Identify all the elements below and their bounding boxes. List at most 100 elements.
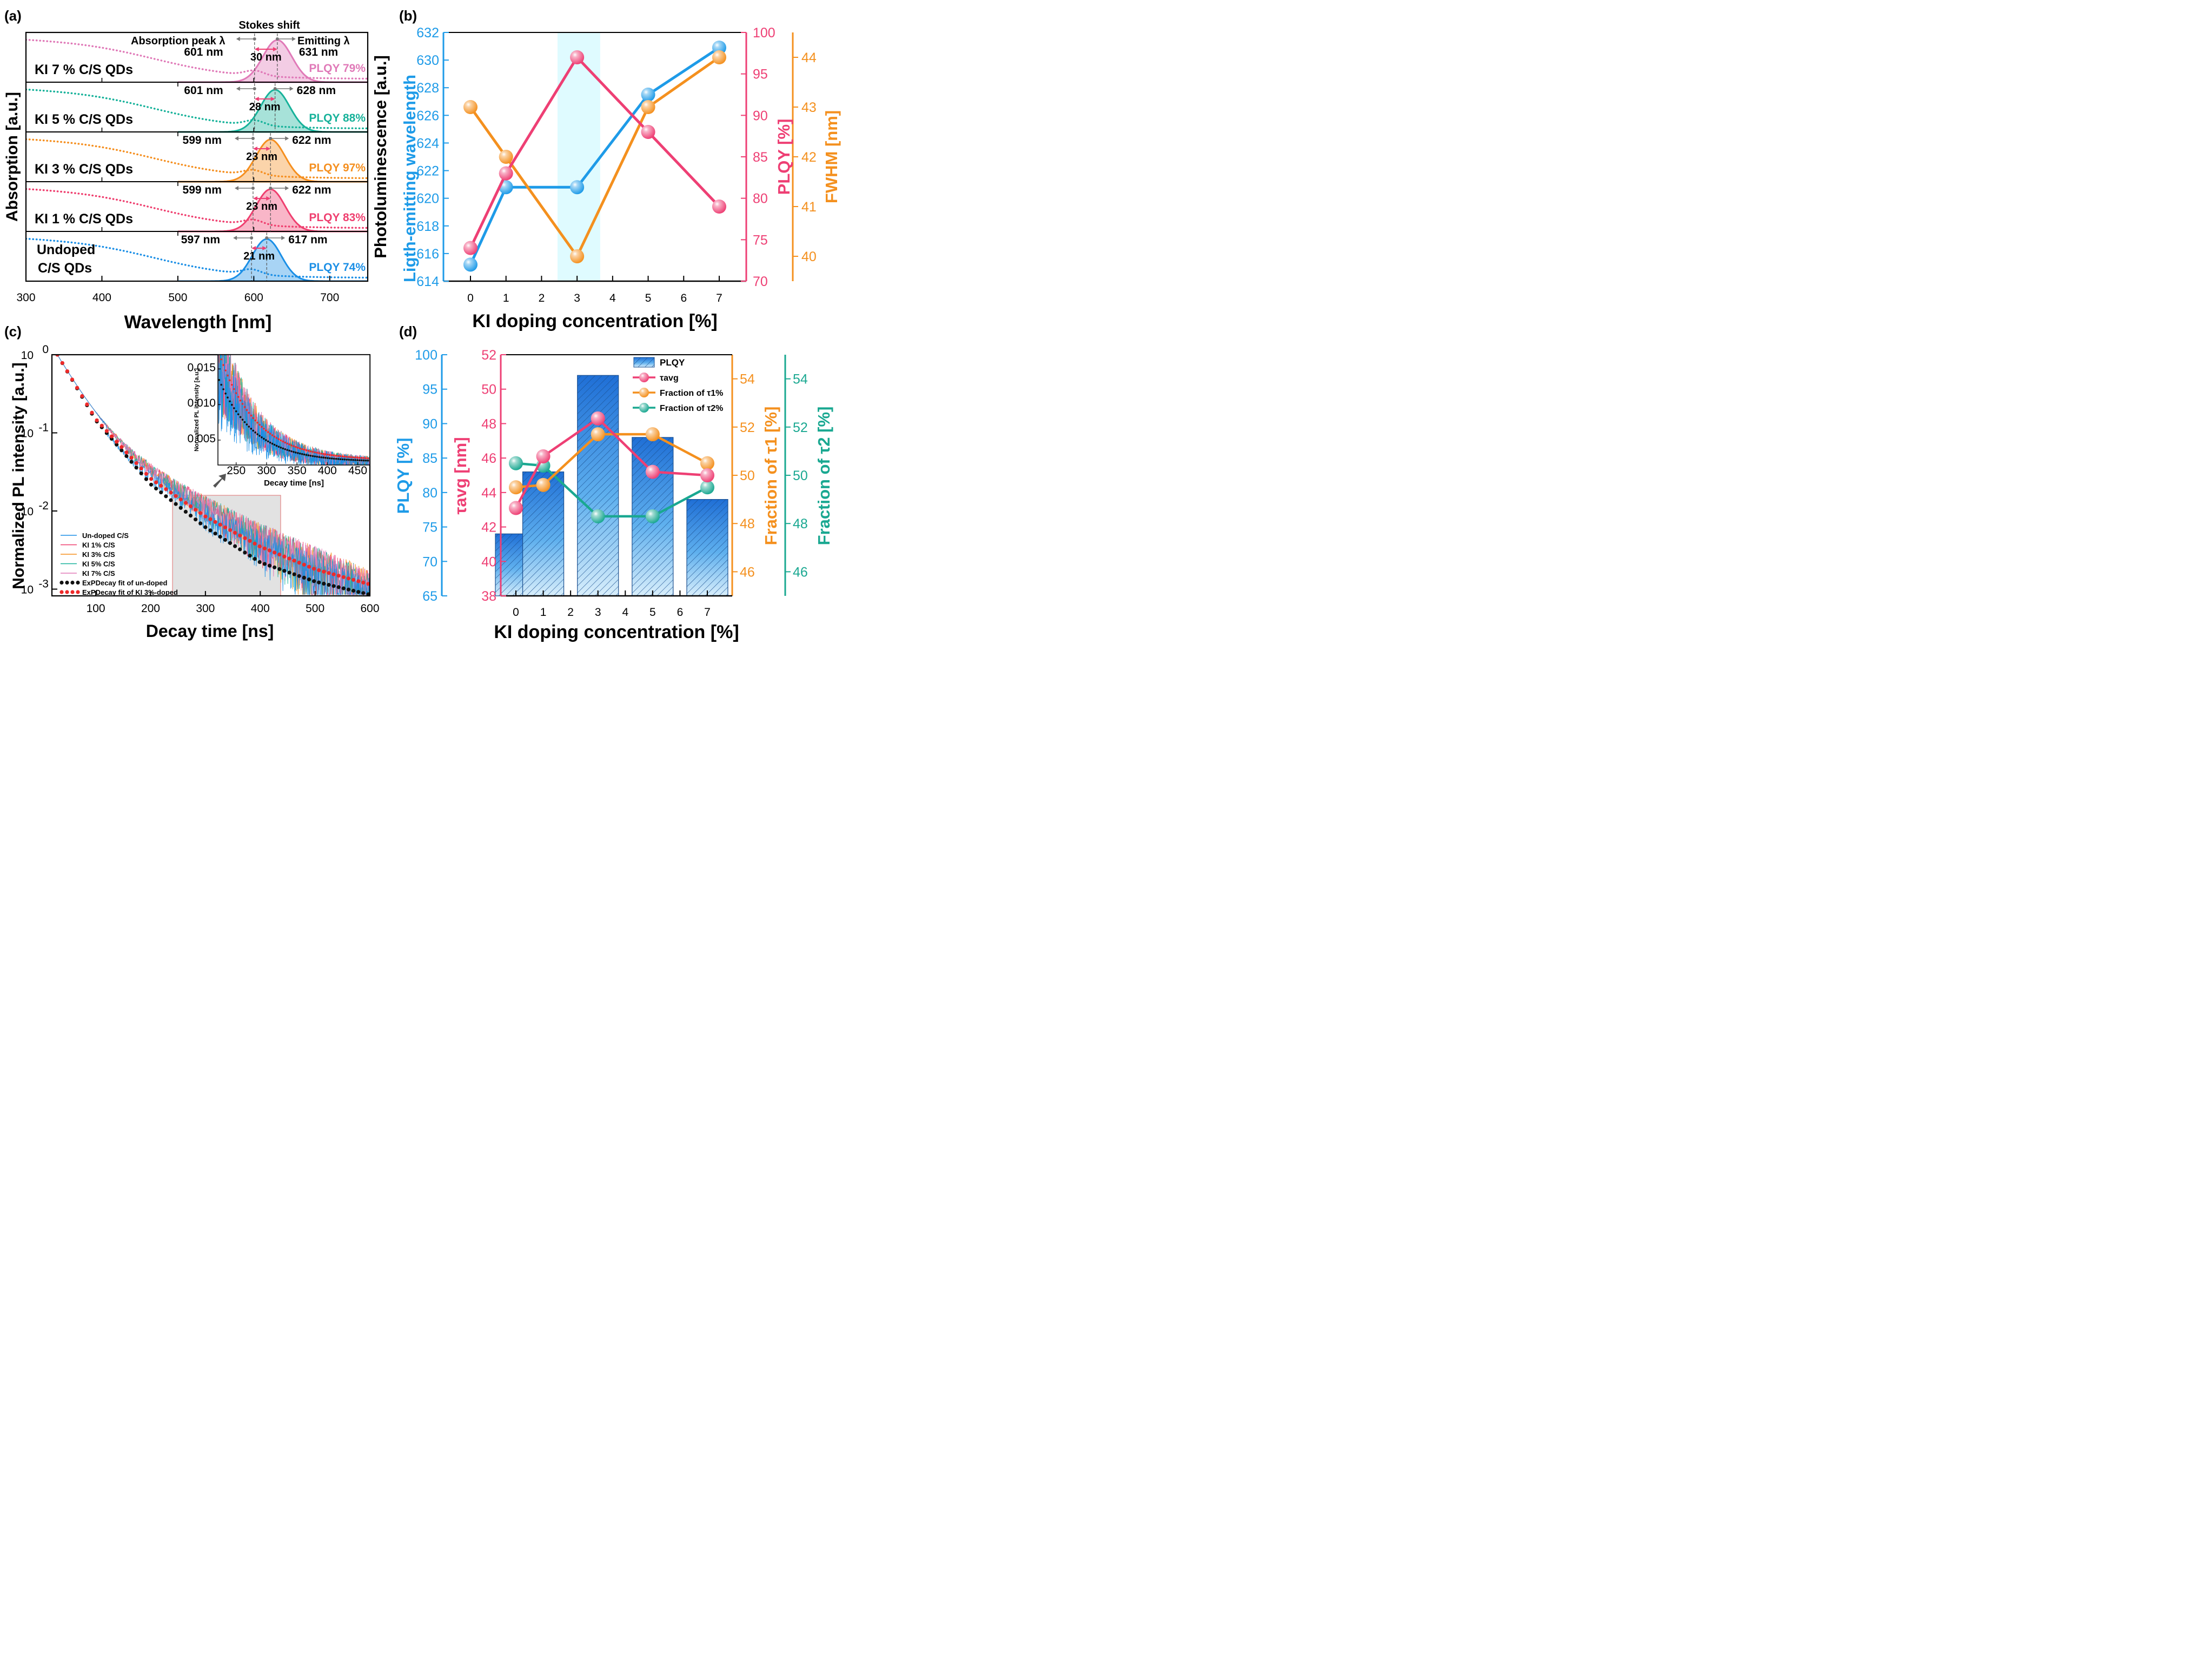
mid-ytick-label: 75: [753, 233, 768, 248]
absorption-curve-1: [26, 88, 368, 130]
tau-ytick-label: 50: [481, 382, 496, 397]
fit-point-0: [253, 557, 257, 561]
plqy-point-shine: [463, 241, 478, 255]
fit-point-0: [183, 509, 188, 514]
panel-c-ytick-label: 10: [21, 349, 34, 362]
inset-fit-ki3: [335, 455, 337, 457]
inset-fit-ki3: [254, 419, 256, 422]
inset: 250 300 350 400 450 0.005 0.010 0.015 Decay time…: [187, 354, 370, 488]
inset-fit-undoped: [282, 447, 284, 450]
sample-name: KI 3 % C/S QDs: [35, 162, 133, 177]
stokes-arrow-head-left: [253, 196, 257, 201]
abs-peak-value: 599 nm: [183, 184, 222, 196]
panel-a: (a) 300 400 500 600 700 601 nm 631 nm 30 nm PLQY…: [3, 8, 369, 333]
inset-fit-undoped: [354, 459, 356, 461]
inset-fit-undoped: [335, 457, 337, 460]
inset-fit-undoped: [316, 455, 319, 458]
fit-point-1: [188, 504, 193, 508]
f2-ytick-label: 46: [793, 565, 808, 580]
inset-fit-ki3: [350, 456, 352, 459]
inset-fit-ki3: [343, 455, 346, 458]
absorption-curve-4: [26, 237, 368, 279]
inset-fit-undoped: [330, 457, 333, 460]
inset-fit-ki3: [303, 448, 306, 451]
legend-label-plqy: PLQY: [660, 357, 685, 368]
f1-ytick-label: 48: [740, 516, 755, 532]
fwhm-point-shine: [712, 50, 726, 64]
inset-fit-ki3: [311, 450, 314, 453]
panel-b-xtick-label: 7: [716, 292, 722, 304]
left-ytick-label: 624: [416, 136, 439, 151]
legend-dot: [70, 580, 75, 585]
fit-point-0: [317, 580, 321, 585]
panel-c-ytick-label: 10: [21, 584, 34, 596]
fit-point-0: [208, 528, 213, 533]
fit-point-1: [95, 418, 99, 422]
fit-point-0: [169, 498, 173, 502]
stokes-arrow-head-left: [254, 97, 259, 101]
fit-point-1: [262, 546, 267, 550]
inset-fit-undoped: [261, 436, 263, 439]
plqy-ytick-label: 90: [422, 416, 437, 431]
panel-d-tag: (d): [399, 323, 417, 340]
inset-fit-undoped: [364, 459, 367, 462]
fit-point-1: [129, 456, 134, 460]
plqy-ytick-label: 100: [415, 348, 437, 363]
fit-point-0: [124, 454, 129, 459]
left-ytick-label: 614: [416, 274, 439, 289]
f2-ytick-label: 48: [793, 516, 808, 532]
fit-point-1: [267, 548, 272, 553]
panel-b-xtick-label: 1: [503, 292, 509, 304]
inset-fit-undoped: [333, 457, 335, 460]
wavelength-point-shine: [570, 180, 585, 195]
fit-point-0: [267, 563, 272, 568]
stokes-arrow-head-left: [254, 47, 259, 51]
inset-fit-ki3: [229, 379, 231, 382]
legend-label: KI 3% C/S: [82, 550, 115, 559]
inset-fit-undoped: [256, 433, 258, 435]
fit-point-0: [154, 486, 158, 491]
emitting-label: Emitting λ: [297, 35, 350, 47]
plqy-value: PLQY 79%: [309, 62, 366, 75]
fit-point-1: [174, 494, 178, 498]
left-ytick-label: 618: [416, 219, 439, 234]
inset-fit-ki3: [231, 383, 233, 386]
inset-fit-undoped: [348, 459, 350, 461]
fit-point-0: [228, 541, 233, 545]
inset-fit-ki3: [235, 392, 237, 394]
inset-fit-ki3: [339, 455, 342, 457]
f2-ytick-label: 52: [793, 420, 808, 435]
left-ytick-label: 622: [416, 164, 439, 179]
fit-point-1: [238, 533, 242, 537]
fraction-tau1-point-shine: [591, 427, 605, 442]
right-ytick-label: 40: [801, 249, 817, 264]
legend-ball-shine: [639, 388, 649, 397]
inset-fit-ki3: [318, 452, 320, 454]
fit-point-0: [194, 517, 198, 522]
inset-fit-undoped: [271, 442, 274, 445]
inset-fit-undoped: [343, 458, 346, 461]
stokes-shift-value: 23 nm: [246, 151, 277, 163]
stokes-arrow-head-right: [266, 196, 271, 201]
inset-fit-undoped: [288, 449, 290, 452]
fit-point-0: [327, 583, 331, 587]
fit-point-0: [243, 550, 247, 555]
inset-fit-undoped: [241, 419, 244, 421]
fraction-tau1-point-shine: [645, 427, 660, 442]
panel-d-xtick-label: 2: [567, 606, 574, 619]
fit-point-1: [100, 423, 104, 428]
legend-dot: [65, 590, 69, 594]
fit-point-0: [361, 591, 366, 595]
panel-b-ylabel-left2: Photoluminescence [a.u.]: [371, 55, 390, 258]
panel-a-ylabel: Absorption [a.u.]: [3, 92, 21, 222]
plqy-point-shine: [499, 166, 513, 181]
stokes-arrow-head-right: [273, 47, 277, 51]
fit-point-1: [75, 386, 79, 390]
inset-xtick-label: 250: [227, 464, 246, 477]
f2-ytick-label: 54: [793, 372, 808, 387]
panel-c-ytick-exp: -2: [38, 500, 49, 512]
fit-point-1: [352, 577, 356, 582]
fit-point-0: [336, 585, 341, 589]
fit-point-0: [203, 525, 208, 529]
fit-point-0: [277, 567, 282, 572]
